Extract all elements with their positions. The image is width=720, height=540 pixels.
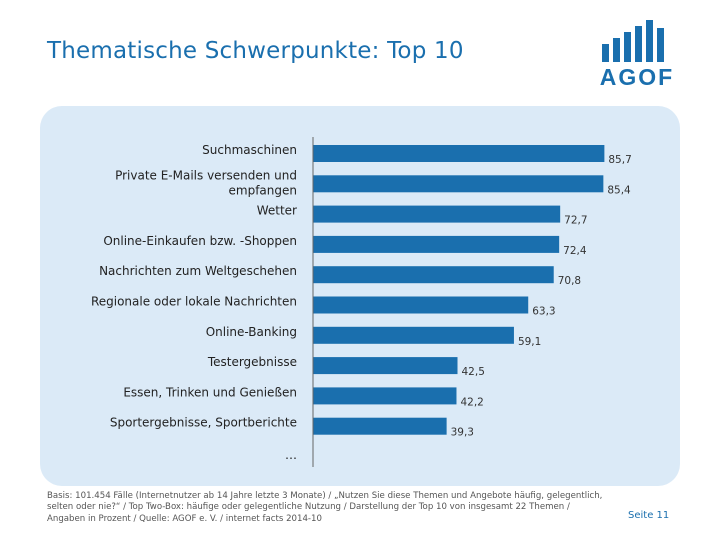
bar-value-label: 70,8	[558, 275, 581, 287]
bar-value-label: 59,1	[518, 336, 541, 348]
bar-value-label: 85,4	[607, 184, 631, 196]
category-label: Suchmaschinen	[202, 143, 297, 157]
agof-logo: AGOF	[598, 18, 676, 90]
category-label: Regionale oder lokale Nachrichten	[91, 295, 297, 309]
category-label: Testergebnisse	[207, 355, 297, 369]
bar	[313, 205, 561, 223]
category-label: Online-Einkaufen bzw. -Shoppen	[103, 234, 297, 248]
bar-value-label: 72,4	[563, 245, 587, 257]
bar-value-label: 85,7	[608, 154, 631, 166]
bar-value-label: 42,5	[462, 366, 485, 378]
category-label: Nachrichten zum Weltgeschehen	[99, 264, 297, 278]
bar	[313, 417, 447, 435]
category-label: Private E-Mails versenden und empfangen	[115, 168, 297, 197]
bar	[313, 266, 554, 284]
bar	[313, 296, 529, 314]
footnote: Basis: 101.454 Fälle (Internetnutzer ab …	[47, 491, 603, 524]
category-label: Sportergebnisse, Sportberichte	[110, 416, 297, 430]
bar-value-label: 39,3	[451, 427, 474, 439]
ellipsis-label: …	[285, 448, 297, 462]
page-title: Thematische Schwerpunkte: Top 10	[47, 38, 464, 64]
bar	[313, 235, 560, 253]
bar	[313, 175, 604, 193]
bar-value-label: 72,7	[564, 215, 587, 227]
bar-value-label: 63,3	[532, 306, 555, 318]
category-label: Online-Banking	[206, 325, 297, 339]
bar-value-label: 42,2	[460, 396, 483, 408]
category-label: Essen, Trinken und Genießen	[123, 385, 297, 399]
page-number: Seite 11	[628, 510, 670, 521]
logo-bars-icon	[602, 20, 664, 62]
bar	[313, 145, 605, 162]
category-label: Wetter	[257, 204, 297, 218]
bar	[313, 326, 514, 344]
bar	[313, 387, 457, 405]
bar	[313, 357, 458, 375]
logo-text: AGOF	[599, 64, 675, 90]
